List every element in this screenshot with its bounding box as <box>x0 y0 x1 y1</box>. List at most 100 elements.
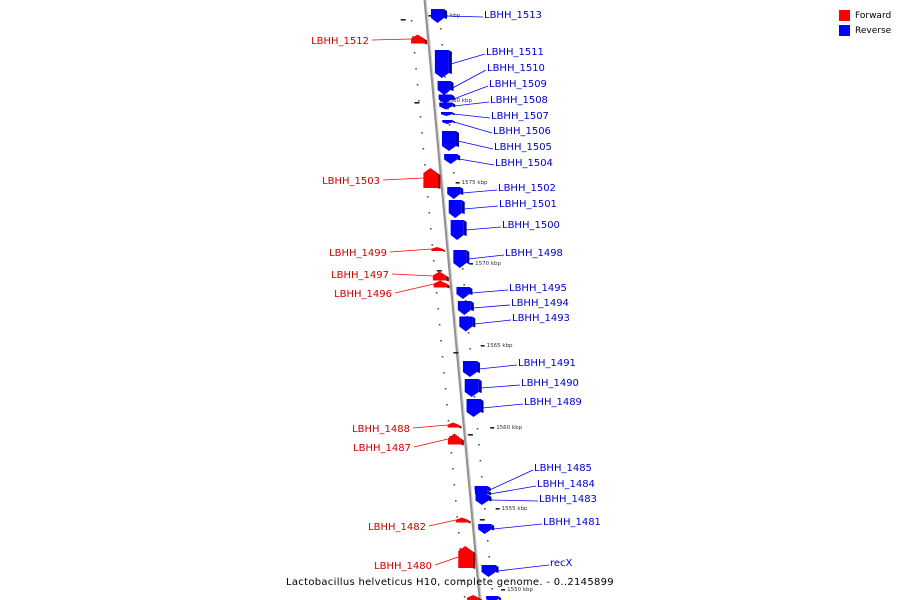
reverse-gene-label: LBHH_1485 <box>534 463 592 474</box>
ruler-dot <box>456 516 459 518</box>
reverse-gene-connector <box>497 564 550 572</box>
scale-tick-mark <box>490 427 495 429</box>
reverse-gene-lbhh-1506: LBHH_1506 <box>442 120 551 137</box>
reverse-gene-lbhh-1504-body <box>444 154 458 164</box>
reverse-gene-lbhh-1501-side <box>461 200 465 214</box>
reverse-gene-connector <box>457 140 494 150</box>
reverse-gene-lbhh-1506-body <box>442 120 453 124</box>
reverse-gene-label: LBHH_1501 <box>499 199 557 210</box>
reverse-gene-lbhh-1490-side <box>478 379 482 393</box>
ruler-dot <box>418 100 420 102</box>
reverse-gene-lbhh-1504-side <box>457 154 461 161</box>
scale-tick-mark <box>480 345 485 347</box>
reverse-gene-label: LBHH_1509 <box>489 79 547 90</box>
reverse-gene-lbhh-1510-body <box>437 81 451 95</box>
forward-gene-lbhh-1499: LBHH_1499 <box>329 247 446 259</box>
reverse-gene-lbhh-1502-side <box>460 187 464 195</box>
ruler-dot <box>446 404 448 406</box>
ruler-dot <box>469 348 471 350</box>
reverse-gene-lbhh-1509-side <box>451 94 455 101</box>
ruler-dot <box>416 84 419 86</box>
ruler-dot <box>463 596 466 598</box>
ruler-dot <box>432 260 435 262</box>
scale-tick-mark <box>455 182 460 184</box>
reverse-gene-label: LBHH_1483 <box>539 494 597 505</box>
reverse-gene-lbhh-1489-body <box>466 399 481 417</box>
reverse-gene-lbhh-1513-body <box>430 9 444 23</box>
forward-gene-lbhh-1480: LBHH_1480 <box>374 546 476 572</box>
ruler-dot <box>444 76 446 78</box>
reverse-gene-label: LBHH_1502 <box>498 183 556 194</box>
ruler-dash <box>414 102 420 104</box>
reverse-gene-label: LBHH_1505 <box>494 142 552 153</box>
forward-gene-lbhh-1480-side <box>472 551 476 569</box>
reverse-gene-lbhh-1511-body <box>434 50 449 78</box>
reverse-gene-connector <box>445 15 484 18</box>
forward-gene-label: LBHH_1503 <box>322 176 380 187</box>
reverse-gene-lbhh-1511: LBHH_1511 <box>434 47 544 78</box>
forward-gene-lbhh-1496-body <box>433 280 447 288</box>
ruler-dot <box>419 116 422 118</box>
forward-gene-partial-body <box>467 595 480 600</box>
reverse-gene-label: LBHH_1481 <box>543 517 601 528</box>
ruler-dash <box>436 270 442 272</box>
reverse-gene-lbhh-1498: LBHH_1498 <box>453 248 563 268</box>
forward-gene-connector <box>412 424 448 429</box>
ruler-dot <box>427 196 429 198</box>
ruler-dot <box>415 68 417 70</box>
reverse-gene-lbhh-1498-body <box>453 250 467 268</box>
reverse-gene-connector <box>468 254 505 260</box>
reverse-gene-connector <box>453 113 491 119</box>
ruler-dot <box>461 268 464 270</box>
reverse-gene-lbhh-1481-body <box>478 524 492 534</box>
forward-gene-lbhh-1496: LBHH_1496 <box>334 280 450 300</box>
forward-gene-label: LBHH_1480 <box>374 561 432 572</box>
reverse-gene-connector <box>478 364 518 370</box>
reverse-gene-lbhh-1508: LBHH_1508 <box>439 95 548 110</box>
ruler-dot <box>479 460 482 462</box>
ruler-dot <box>481 476 483 478</box>
reverse-gene-lbhh-1508-body <box>439 102 453 110</box>
ruler-dot <box>444 388 447 390</box>
reverse-gene-lbhh-1500-body <box>450 220 464 240</box>
reverse-gene-lbhh-1505: LBHH_1505 <box>441 131 552 153</box>
reverse-gene-lbhh-1510-side <box>450 81 454 91</box>
ruler-dot <box>486 540 489 542</box>
legend-forward: Forward <box>839 8 891 23</box>
ruler-dot <box>443 372 445 374</box>
reverse-gene-lbhh-1494-side <box>470 301 474 311</box>
reverse-gene-connector <box>454 121 493 134</box>
reverse-gene-lbhh-1483: LBHH_1483 <box>475 494 597 505</box>
ruler-dot <box>453 484 456 486</box>
forward-gene-lbhh-1503-body <box>423 168 438 188</box>
ruler-dot <box>421 132 423 134</box>
reverse-gene-label: LBHH_1513 <box>484 10 542 21</box>
reverse-gene-label: LBHH_1491 <box>518 358 576 369</box>
reverse-gene-connector <box>462 189 498 194</box>
forward-gene-partial-side <box>479 597 483 600</box>
reverse-gene-lbhh-1509: LBHH_1509 <box>438 79 547 104</box>
scale-tick-mark <box>501 589 506 591</box>
reverse-gene-lbhh-1493-side <box>472 316 476 328</box>
reverse-gene-label: recX <box>550 558 573 569</box>
reverse-gene-partial-side <box>498 596 502 600</box>
forward-gene-label: LBHH_1487 <box>353 443 411 454</box>
reverse-gene-label: LBHH_1500 <box>502 220 560 231</box>
reverse-gene-label: LBHH_1489 <box>524 397 582 408</box>
reverse-gene-lbhh-1493: LBHH_1493 <box>459 313 570 332</box>
reverse-gene-label: LBHH_1490 <box>521 378 579 389</box>
legend: Forward Reverse <box>839 8 891 38</box>
reverse-gene-recx-body <box>481 565 496 577</box>
reverse-gene-lbhh-1495: LBHH_1495 <box>456 283 567 299</box>
forward-gene-lbhh-1499-side <box>442 248 446 252</box>
forward-gene-lbhh-1497-side <box>445 275 449 282</box>
reverse-gene-label: LBHH_1494 <box>511 298 569 309</box>
reverse-gene-lbhh-1483-body <box>475 495 489 505</box>
reverse-gene-lbhh-1501: LBHH_1501 <box>448 199 557 218</box>
reverse-gene-lbhh-1502-body <box>447 187 461 199</box>
forward-gene-label: LBHH_1499 <box>329 248 387 259</box>
scale-tick-label: 1565 kbp <box>487 343 513 349</box>
reverse-gene-connector <box>452 69 487 89</box>
forward-gene-label: LBHH_1496 <box>334 289 392 300</box>
